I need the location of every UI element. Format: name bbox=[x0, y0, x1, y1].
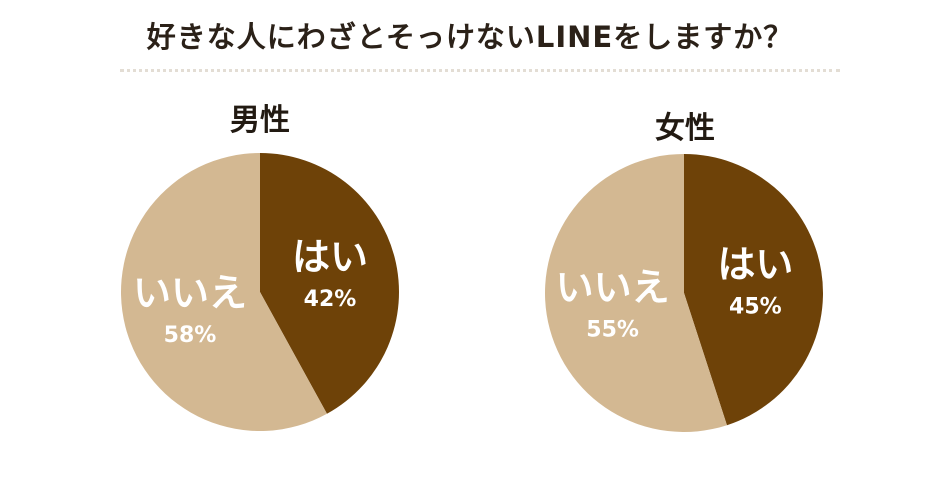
pie-slice-female-0 bbox=[684, 154, 824, 426]
slice-label-male-1: いいえ bbox=[133, 271, 247, 315]
pie-slice-male-1 bbox=[121, 153, 327, 431]
slice-value-male-1: 58% bbox=[164, 323, 217, 348]
chart-title-female: 女性 bbox=[655, 111, 715, 146]
title-divider bbox=[120, 69, 840, 72]
slice-label-male-0: はい bbox=[292, 235, 368, 279]
pie-slice-male-0 bbox=[260, 153, 400, 414]
slice-value-female-0: 45% bbox=[729, 295, 782, 320]
slice-label-female-1: いいえ bbox=[556, 265, 670, 309]
pie-slice-female-1 bbox=[545, 154, 727, 432]
slice-value-male-0: 42% bbox=[304, 287, 357, 312]
slice-value-female-1: 55% bbox=[586, 317, 639, 342]
chart-title-male: 男性 bbox=[230, 103, 290, 138]
slice-label-female-0: はい bbox=[717, 243, 793, 287]
page-title: 好きな人にわざとそっけないLINEをしますか？ bbox=[146, 20, 794, 54]
